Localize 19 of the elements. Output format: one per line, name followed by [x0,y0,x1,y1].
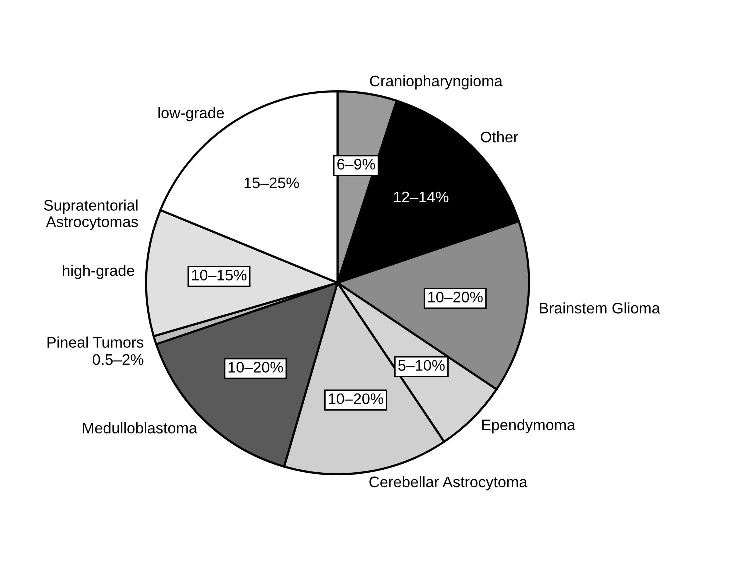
text: 15–25% [244,178,300,189]
slice-label: Ependymoma [482,419,576,434]
text: 10–20% [428,292,483,303]
text: 10–20% [228,362,284,373]
slice-label: Pineal Tumors [48,336,144,348]
slice-label: high-grade [63,265,134,280]
text: Supratentorial Astrocytomas [44,200,138,230]
text: 0.5–2% [92,354,144,366]
slice-label: Cerebellar Astrocytoma [370,476,528,491]
slice-label: Craniopharyngioma [370,75,503,90]
text: 12–14% [394,192,449,203]
text: 6–9% [338,159,376,170]
slice-label: low-grade [158,107,224,122]
slice-label: Other [481,131,518,143]
text: 10–15% [192,270,247,281]
text: 10–20% [329,394,384,404]
text: 5–10% [398,360,445,372]
slice-label: Medulloblastoma [83,422,198,434]
slice-label: Brainstem Glioma [540,302,660,314]
